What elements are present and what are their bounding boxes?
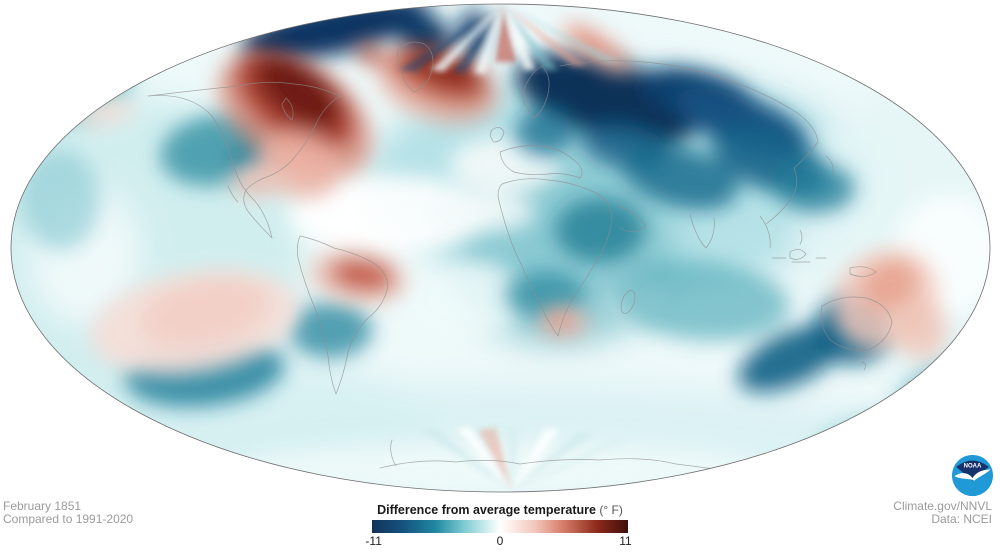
credit-source: Climate.gov/NNVL — [893, 499, 992, 513]
colorbar-gradient — [372, 520, 628, 533]
world-map — [10, 3, 991, 493]
noaa-logo-svg: NOAA — [951, 454, 994, 497]
noaa-logo-text: NOAA — [964, 463, 982, 469]
colorbar-legend: Difference from average temperature (° F… — [340, 503, 660, 548]
credits: Climate.gov/NNVL Data: NCEI — [893, 500, 992, 526]
north-pole-streaks — [398, 4, 620, 74]
colorbar-title: Difference from average temperature (° F… — [340, 503, 660, 517]
noaa-logo: NOAA — [951, 454, 994, 497]
south-pole-streaks — [420, 426, 628, 491]
colorbar-title-text: Difference from average temperature — [377, 503, 596, 517]
date-caption: February 1851 Compared to 1991-2020 — [3, 500, 133, 526]
map-outline — [10, 3, 991, 493]
date-label: February 1851 — [3, 499, 82, 513]
tick-mid: 0 — [496, 534, 504, 548]
anomaly-field — [11, 4, 990, 492]
noaa-logo-shell — [956, 460, 989, 481]
colorbar-unit: (° F) — [599, 503, 623, 517]
world-map-svg — [10, 3, 991, 493]
credit-data: Data: NCEI — [931, 512, 992, 526]
noaa-logo-gull — [954, 469, 991, 481]
baseline-label: Compared to 1991-2020 — [3, 512, 134, 526]
tick-min: -11 — [365, 534, 382, 548]
colorbar-ticks: -11 0 11 — [365, 534, 632, 548]
tick-max: 11 — [619, 534, 632, 548]
